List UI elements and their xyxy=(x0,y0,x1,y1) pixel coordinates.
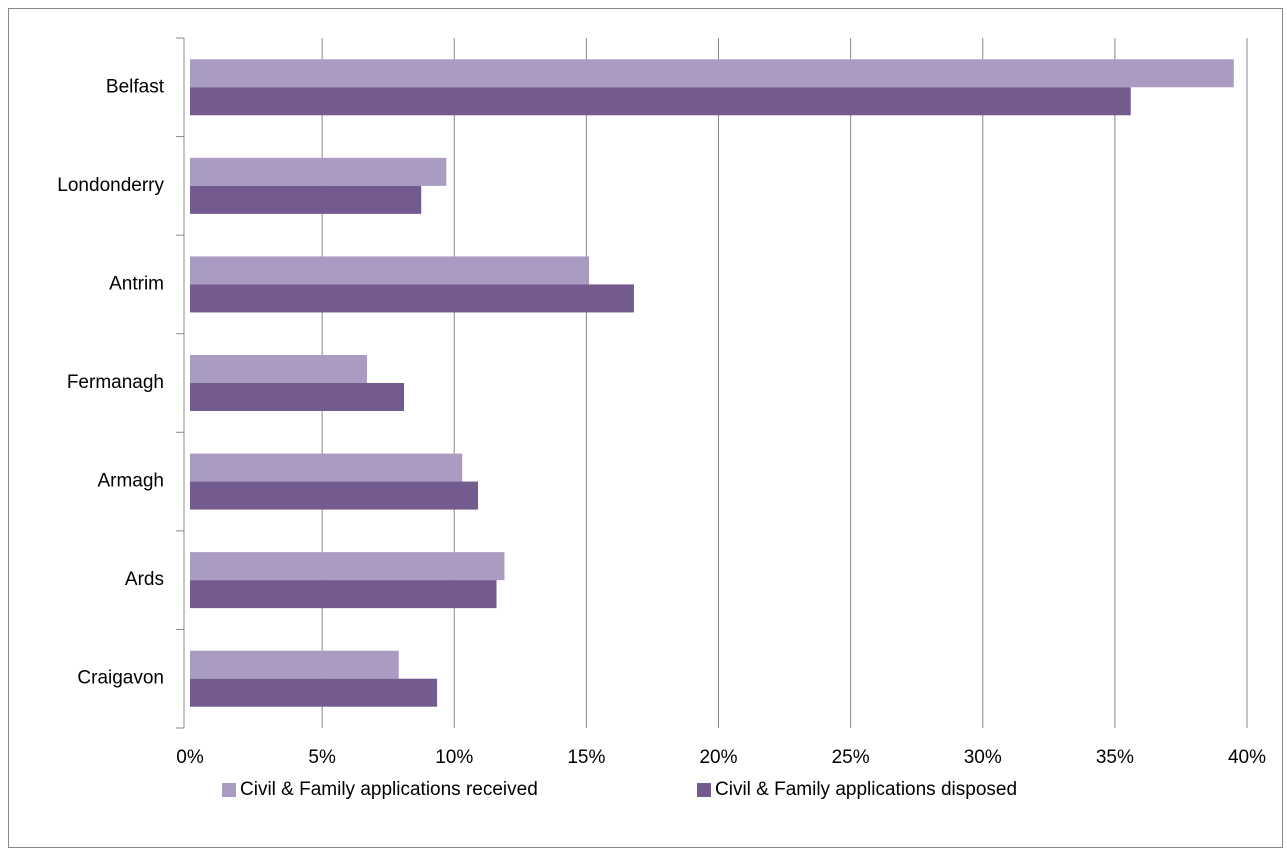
bar xyxy=(190,256,590,285)
x-tick-label: 5% xyxy=(308,747,336,768)
y-tick-label: Londonderry xyxy=(57,175,164,196)
bar xyxy=(190,481,479,510)
bar xyxy=(190,284,634,313)
legend-swatch xyxy=(222,783,236,797)
x-tick-label: 30% xyxy=(964,747,1002,768)
bar xyxy=(190,580,497,609)
y-tick-label: Craigavon xyxy=(77,668,164,689)
bar xyxy=(190,650,399,679)
y-tick-label: Armagh xyxy=(97,471,164,492)
bar xyxy=(190,355,368,383)
bar xyxy=(190,552,505,581)
bar xyxy=(190,185,422,214)
legend-swatch xyxy=(697,783,711,797)
x-tick-label: 0% xyxy=(176,747,204,768)
chart-border xyxy=(8,8,1283,848)
x-tick-label: 10% xyxy=(435,747,473,768)
x-tick-label: 20% xyxy=(699,747,737,768)
y-tick-label: Ards xyxy=(125,569,164,590)
x-tick-label: 15% xyxy=(567,747,605,768)
bar xyxy=(190,453,463,482)
legend-label: Civil & Family applications received xyxy=(240,779,538,800)
y-tick-label: Antrim xyxy=(109,273,164,294)
y-tick-label: Fermanagh xyxy=(67,372,164,393)
x-tick-label: 25% xyxy=(832,747,870,768)
y-tick-label: Belfast xyxy=(106,76,165,97)
x-tick-label: 40% xyxy=(1228,747,1266,768)
x-tick-label: 35% xyxy=(1096,747,1134,768)
bar xyxy=(190,383,405,411)
legend-label: Civil & Family applications disposed xyxy=(715,779,1017,800)
bar xyxy=(190,678,438,707)
bar xyxy=(190,59,1234,88)
bar xyxy=(190,157,447,186)
bar xyxy=(190,87,1131,116)
